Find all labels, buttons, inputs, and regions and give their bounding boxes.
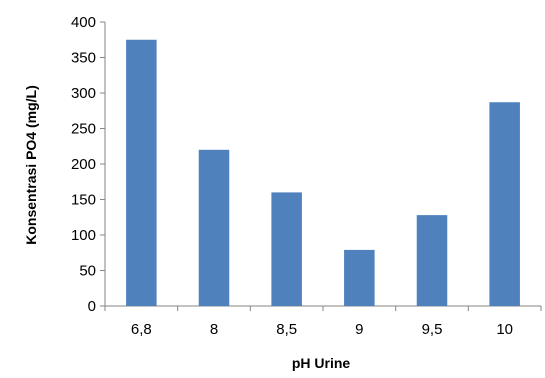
x-tick-label: 8,5 — [276, 321, 297, 338]
y-tick-label: 350 — [71, 50, 96, 67]
y-tick-label: 100 — [71, 227, 96, 244]
x-axis-title: pH Urine — [292, 355, 351, 371]
y-tick-label: 300 — [71, 85, 96, 102]
x-tick-label: 6,8 — [131, 321, 152, 338]
bar-1 — [126, 39, 157, 306]
bars — [126, 39, 520, 306]
bar-4 — [344, 249, 375, 306]
y-tick-label: 50 — [79, 263, 96, 280]
y-tick-label: 150 — [71, 192, 96, 209]
bar-6 — [489, 102, 520, 306]
bar-5 — [416, 215, 448, 306]
y-tick-label: 200 — [71, 156, 96, 173]
x-tick-label: 8 — [210, 321, 218, 338]
y-axis: 0 50 100 150 200 250 300 350 400 — [71, 14, 106, 315]
x-axis: 6,8 8 8,5 9 9,5 10 — [104, 305, 542, 338]
bar-2 — [198, 149, 230, 306]
x-tick-label: 9 — [355, 321, 363, 338]
x-tick-label: 9,5 — [422, 321, 443, 338]
y-tick-label: 0 — [88, 298, 96, 315]
y-axis-title: Konsentrasi PO4 (mg/L) — [23, 85, 39, 244]
x-tick-label: 10 — [496, 321, 513, 338]
y-tick-label: 400 — [71, 14, 96, 31]
bar-3 — [271, 192, 302, 306]
y-tick-label: 250 — [71, 121, 96, 138]
